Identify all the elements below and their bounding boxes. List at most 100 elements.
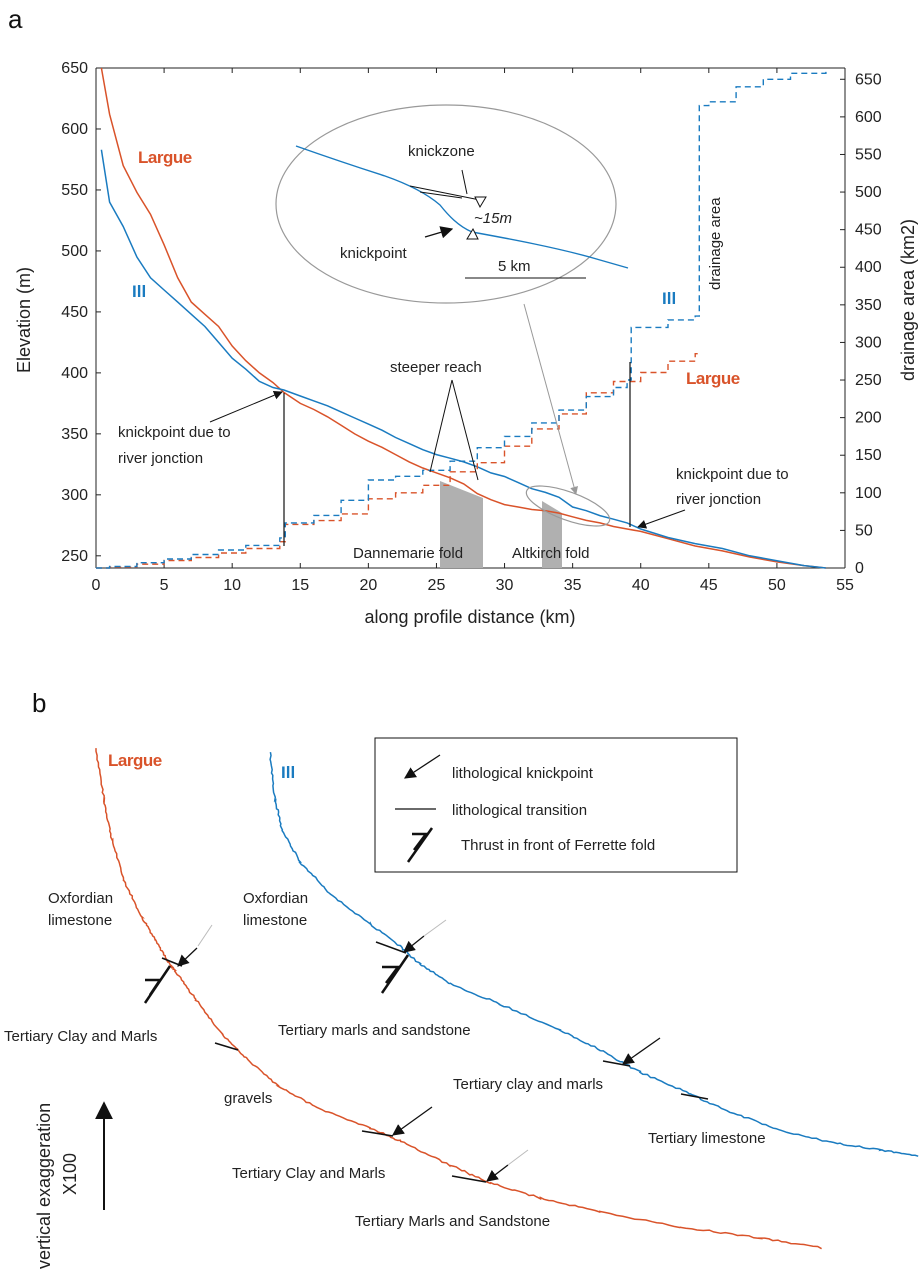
largue-knickpoint-1-tail (197, 924, 213, 947)
knickzone-marker-top (474, 196, 487, 209)
x-tick-label: 30 (496, 577, 514, 594)
legend-knickpoint-text: lithological knickpoint (452, 765, 594, 782)
legend-thrust-icon (406, 827, 434, 863)
largue-knickpoint-1 (177, 947, 198, 967)
junction-right-line1: knickpoint due to (676, 466, 789, 483)
ill-label-a-right: Ill (662, 289, 676, 308)
junction-left-arrow (209, 390, 283, 423)
ill-limestone: Tertiary limestone (648, 1130, 766, 1147)
zoom-ellipse (525, 485, 611, 527)
ill-label-a: Ill (132, 282, 146, 301)
y2-tick-label: 150 (855, 447, 882, 464)
largue-oxfordian-1: Oxfordian (48, 890, 113, 907)
knickzone-line-2 (419, 191, 463, 199)
x-tick-label: 25 (428, 577, 446, 594)
ill-oxfordian-1: Oxfordian (243, 890, 308, 907)
ill-thrust (380, 954, 410, 994)
largue-label-b: Largue (108, 751, 162, 770)
knickzone-marker-bottom (466, 227, 479, 240)
steeper-reach-label: steeper reach (390, 359, 482, 376)
largue-marls-sandstone: Tertiary Marls and Sandstone (355, 1213, 550, 1230)
legend-box (374, 737, 738, 873)
knickpoint-label: knickpoint (340, 245, 408, 262)
largue-elevation-line (100, 67, 826, 569)
largue-knickpoint-3-tail (507, 1149, 529, 1166)
y2-axis-ticks: 0 50 100 150 200 250 300 350 400 450 500 550 600 650 (840, 71, 882, 577)
y-tick-label: 650 (61, 60, 88, 77)
drop-label: ~15m (474, 210, 512, 227)
y-tick-label: 600 (61, 121, 88, 138)
largue-clay-marls: Tertiary Clay and Marls (4, 1028, 157, 1045)
drainage-area-label: drainage area (707, 197, 724, 290)
y2-tick-label: 50 (855, 522, 873, 539)
inset-ellipse (275, 104, 617, 304)
largue-thrust (143, 965, 172, 1004)
largue-knickpoint-2 (392, 1106, 433, 1136)
junction-right-arrow (637, 509, 686, 529)
y-tick-label: 250 (61, 548, 88, 565)
x-tick-label: 20 (359, 577, 377, 594)
ill-elevation-line (100, 149, 826, 569)
steeper-reach-line-2 (451, 379, 479, 481)
junction-left-line2: river jonction (118, 450, 203, 467)
inset-profile (295, 145, 629, 269)
x-tick-label: 0 (92, 577, 101, 594)
largue-oxfordian-2: limestone (48, 912, 112, 929)
dannemarie-fold-shading (440, 481, 483, 568)
y2-tick-label: 100 (855, 485, 882, 502)
knickzone-pointer (461, 169, 468, 195)
largue-transition-3 (361, 1130, 394, 1137)
x-tick-label: 10 (223, 577, 241, 594)
ill-transition-2 (602, 1060, 631, 1067)
x-tick-label: 50 (768, 577, 786, 594)
largue-gravels: gravels (224, 1090, 272, 1107)
largue-label-a-right: Largue (686, 369, 740, 388)
largue-profile-b (95, 748, 822, 1250)
ill-knickpoint-1-tail (423, 919, 447, 937)
ill-transition-3 (680, 1093, 709, 1100)
y-tick-label: 300 (61, 487, 88, 504)
y2-tick-label: 650 (855, 71, 882, 88)
dannemarie-label: Dannemarie fold (353, 545, 463, 562)
panel-a-label: a (8, 4, 23, 34)
ill-transition-1 (375, 941, 407, 954)
y2-tick-label: 0 (855, 560, 864, 577)
knickzone-line-1 (409, 185, 481, 201)
y2-tick-label: 200 (855, 410, 882, 427)
x-tick-label: 35 (564, 577, 582, 594)
largue-knickpoint-3 (486, 1164, 509, 1182)
x-tick-label: 5 (160, 577, 169, 594)
y2-axis-label: drainage area (km2) (898, 219, 918, 381)
junction-right-line2: river jonction (676, 491, 761, 508)
y-tick-label: 400 (61, 365, 88, 382)
vertical-exaggeration-2: X100 (60, 1153, 80, 1195)
x-axis-ticks: 0 5 10 15 20 25 30 35 40 45 50 55 (92, 68, 854, 594)
inset-knickpoint-arrow (424, 226, 454, 239)
y-tick-label: 450 (61, 304, 88, 321)
y2-tick-label: 350 (855, 297, 882, 314)
altkirch-fold-shading (542, 501, 562, 568)
legend-thrust-text: Thrust in front of Ferrette fold (461, 837, 655, 854)
zoom-connector (523, 303, 578, 495)
ill-drainage-line (96, 68, 827, 569)
x-axis-label: along profile distance (km) (364, 607, 575, 627)
steeper-reach-line-1 (429, 379, 453, 473)
largue-label-a: Largue (138, 148, 192, 167)
y-tick-label: 350 (61, 426, 88, 443)
ill-marls-sandstone: Tertiary marls and sandstone (278, 1022, 471, 1039)
ill-oxfordian-2: limestone (243, 912, 307, 929)
x-tick-label: 55 (836, 577, 854, 594)
y2-tick-label: 300 (855, 334, 882, 351)
y-tick-label: 500 (61, 243, 88, 260)
x-tick-label: 40 (632, 577, 650, 594)
ill-profile-b (269, 751, 919, 1157)
panel-b-label: b (32, 688, 46, 718)
junction-left-line1: knickpoint due to (118, 424, 231, 441)
largue-transition-2 (214, 1042, 239, 1051)
series-layer (96, 67, 827, 569)
legend-transition-text: lithological transition (452, 802, 587, 819)
legend-knickpoint-icon (404, 754, 441, 779)
vertical-exaggeration-1: vertical exaggeration (34, 1103, 54, 1269)
profiles-b (95, 748, 919, 1250)
